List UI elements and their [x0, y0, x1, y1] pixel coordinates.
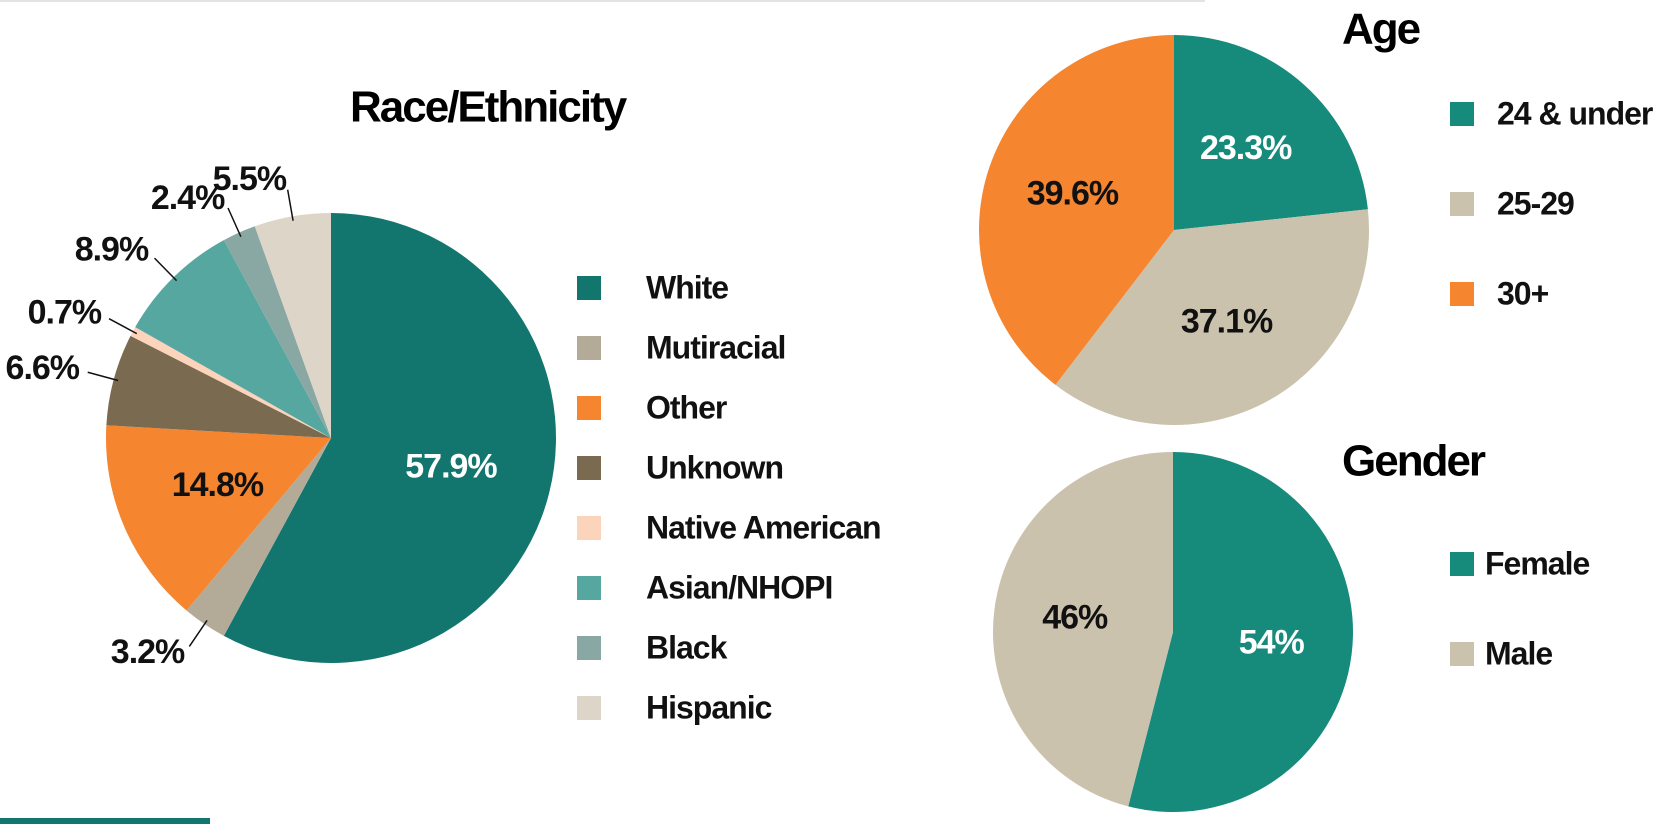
pie-slice	[130, 327, 331, 438]
leader-line	[153, 257, 178, 282]
value-label: 46%	[1042, 599, 1108, 637]
legend-label: Other	[646, 389, 727, 425]
pie-slice	[1174, 35, 1368, 230]
legend-swatch	[577, 696, 601, 720]
legend-swatch	[577, 396, 601, 420]
legend-swatch	[1450, 102, 1474, 126]
leader-line	[286, 189, 294, 221]
legend-label: Unknown	[646, 449, 783, 485]
pie-slice	[106, 335, 331, 438]
legend-label: Black	[646, 629, 728, 665]
value-label: 0.7%	[28, 293, 102, 331]
legend-swatch	[577, 456, 601, 480]
pie-slice	[105, 425, 331, 611]
leader-line	[227, 207, 242, 238]
chart-title: Gender	[1342, 437, 1486, 486]
legend-label: White	[646, 269, 728, 305]
pie-slice	[993, 452, 1173, 807]
legend-label: Native American	[646, 509, 881, 545]
leader-line	[188, 619, 208, 647]
value-label: 37.1%	[1181, 302, 1273, 340]
value-label: 8.9%	[75, 231, 149, 269]
legend-swatch	[577, 276, 601, 300]
legend-label: 30+	[1497, 275, 1549, 311]
legend-swatch	[1450, 192, 1474, 216]
value-label: 54%	[1239, 623, 1305, 661]
legend-swatch	[1450, 642, 1474, 666]
value-label: 14.8%	[172, 466, 264, 504]
bottom-bar	[0, 818, 210, 824]
legend-label: Asian/NHOPI	[646, 569, 832, 605]
leader-line	[108, 318, 138, 335]
value-label: 57.9%	[405, 447, 497, 485]
value-label: 5.5%	[213, 160, 287, 198]
pie-slice	[186, 438, 331, 636]
value-label: 6.6%	[6, 349, 80, 387]
pie-slice	[979, 35, 1174, 385]
legend-swatch	[1450, 552, 1474, 576]
legend-swatch	[577, 516, 601, 540]
legend-label: 25-29	[1497, 185, 1574, 221]
value-label: 2.4%	[151, 179, 225, 217]
legend-swatch	[577, 576, 601, 600]
chart-title: Race/Ethnicity	[350, 83, 628, 132]
pie-slice	[135, 240, 331, 438]
value-label: 23.3%	[1200, 129, 1292, 167]
value-label: 3.2%	[111, 633, 185, 671]
value-label: 39.6%	[1027, 175, 1119, 213]
legend-swatch	[1450, 282, 1474, 306]
legend-label: Hispanic	[646, 689, 772, 725]
legend-label: Male	[1485, 635, 1552, 671]
legend-swatch	[577, 636, 601, 660]
legend-label: Female	[1485, 545, 1589, 581]
pie-slice	[254, 213, 331, 438]
legend-label: 24 & under	[1497, 95, 1653, 131]
legend-swatch	[577, 336, 601, 360]
leader-line	[87, 371, 119, 382]
chart-title: Age	[1342, 5, 1420, 54]
pie-slice	[1055, 209, 1369, 425]
pie-slice	[223, 226, 331, 438]
pie-slice	[223, 213, 557, 664]
legend-label: Mutiracial	[646, 329, 785, 365]
pie-slice	[1128, 452, 1354, 813]
